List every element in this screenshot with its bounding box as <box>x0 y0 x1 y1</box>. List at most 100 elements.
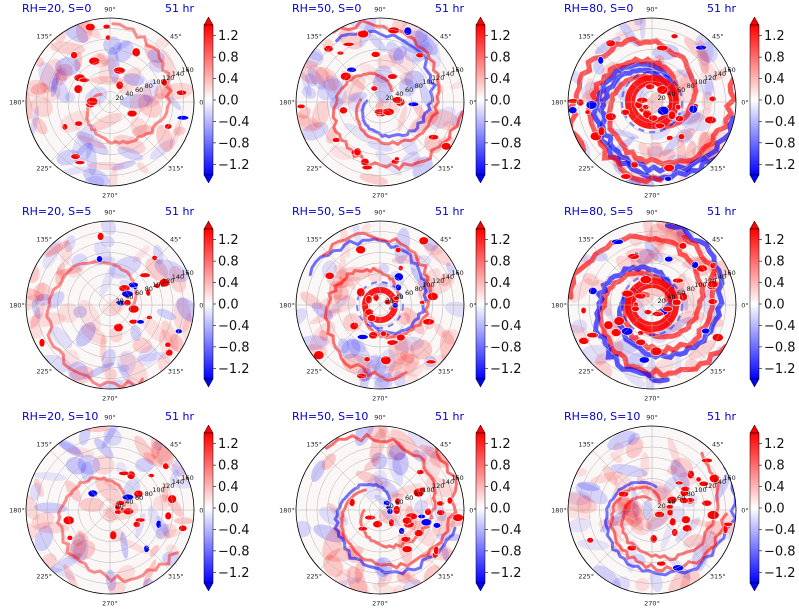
polar-panel-4: 0°45°90°135°180°225°270°315°204060801001… <box>9 205 207 403</box>
convective-cell <box>349 321 359 331</box>
convective-cell <box>420 518 433 527</box>
angle-tick-label: 270° <box>644 192 660 200</box>
convective-cell <box>372 293 380 302</box>
field-blob <box>638 142 651 160</box>
field-blob <box>101 348 116 368</box>
field-blob <box>399 71 414 86</box>
convective-cell <box>353 147 362 157</box>
radial-tick-label: 140 <box>442 70 454 78</box>
field-blob <box>375 150 402 176</box>
time-label: 51 hr <box>707 410 736 423</box>
field-blob <box>341 76 366 106</box>
convective-cell <box>398 527 405 535</box>
rainband <box>608 485 728 573</box>
field-blob <box>347 92 368 102</box>
colorbar-tick-label: −0.4 <box>490 115 522 130</box>
angle-tick-label: 180° <box>9 302 25 310</box>
convective-cell <box>682 524 693 533</box>
field-blob <box>302 86 317 99</box>
field-blob <box>149 544 159 557</box>
colorbar-tick-label: −1.2 <box>764 566 796 581</box>
colorbar-tick-label: −0.4 <box>764 115 796 130</box>
field-blob <box>589 471 623 484</box>
field-blob <box>169 119 182 149</box>
convective-cell <box>357 526 368 532</box>
field-blob <box>623 499 643 528</box>
radial-tick-label: 160 <box>181 269 193 277</box>
field-blob <box>109 256 142 279</box>
convective-cell <box>96 232 105 241</box>
radial-tick-label: 60 <box>677 494 685 502</box>
colorbar-tick-label: 0.0 <box>218 94 239 109</box>
convective-cell <box>626 544 638 552</box>
convective-cell <box>662 305 673 313</box>
convective-cell <box>670 33 679 39</box>
convective-cell <box>605 39 616 48</box>
field-blob <box>631 484 639 521</box>
angle-tick-label: 90° <box>646 6 658 14</box>
colorbar-tick-label: 0.0 <box>218 502 239 517</box>
angle-tick-label: 225° <box>306 572 322 580</box>
convective-cell <box>66 535 74 541</box>
rainband <box>340 430 458 570</box>
field-blob <box>38 61 59 93</box>
field-blob <box>55 67 68 86</box>
field-blob <box>95 477 124 507</box>
convective-cell <box>704 115 717 125</box>
convective-cell <box>161 78 168 87</box>
convective-cell <box>664 255 674 263</box>
field-blob <box>381 510 401 527</box>
colorbar-tick-label: −1.2 <box>218 566 250 581</box>
field-blob <box>64 92 75 103</box>
field-blob <box>616 501 644 531</box>
colorbar-tick-label: 1.2 <box>490 233 511 248</box>
field-blob <box>595 353 607 366</box>
field-blob <box>156 528 185 540</box>
field-blob <box>360 223 372 235</box>
field-blob <box>337 338 350 354</box>
convective-cell <box>656 44 669 52</box>
field-blob <box>34 525 54 552</box>
field-blob <box>722 511 736 545</box>
radial-tick-label: 40 <box>667 293 675 301</box>
field-blob <box>144 42 163 69</box>
angle-tick-label: 315° <box>438 367 454 375</box>
colorbar-tick-label: −1.2 <box>490 158 522 173</box>
colorbar-tick-label: −0.8 <box>218 136 250 151</box>
field-blob <box>109 168 118 186</box>
convective-cell <box>695 476 702 483</box>
polar-frame <box>567 220 737 390</box>
polar-panel-5: 0°45°90°135°180°225°270°315°204060801001… <box>279 205 477 403</box>
radial-tick-label: 140 <box>714 273 726 281</box>
convective-cell <box>422 318 435 326</box>
colorbar-tick-label: −0.4 <box>218 115 250 130</box>
field-blob <box>63 564 78 591</box>
convective-cell <box>155 519 162 529</box>
radial-tick-label: 80 <box>145 82 153 90</box>
convective-cell <box>675 103 682 111</box>
radial-tick-label: 160 <box>451 269 463 277</box>
convective-cell <box>452 513 464 522</box>
polar-frame <box>295 220 465 390</box>
field-blob <box>602 465 618 486</box>
field-blob <box>161 483 169 503</box>
field-blob <box>304 73 317 87</box>
angle-tick-label: 135° <box>36 33 52 41</box>
colorbar-tick-label: 0.8 <box>764 51 785 66</box>
convective-cell <box>392 295 400 301</box>
field-blob <box>56 68 68 82</box>
field-blob <box>652 486 667 500</box>
convective-cell <box>425 359 437 365</box>
convective-cell <box>126 109 138 118</box>
colorbar-tick-label: −1.2 <box>490 566 522 581</box>
radial-tick-label: 160 <box>723 474 735 482</box>
convective-cell <box>418 486 426 493</box>
field-blob <box>339 251 347 286</box>
convective-cell <box>586 332 599 339</box>
field-blob <box>344 122 374 143</box>
radial-tick-label: 40 <box>667 90 675 98</box>
field-blob <box>154 259 189 283</box>
angle-tick-label: 225° <box>306 164 322 172</box>
polar-grid <box>567 220 737 390</box>
angle-tick-label: 270° <box>102 600 118 608</box>
